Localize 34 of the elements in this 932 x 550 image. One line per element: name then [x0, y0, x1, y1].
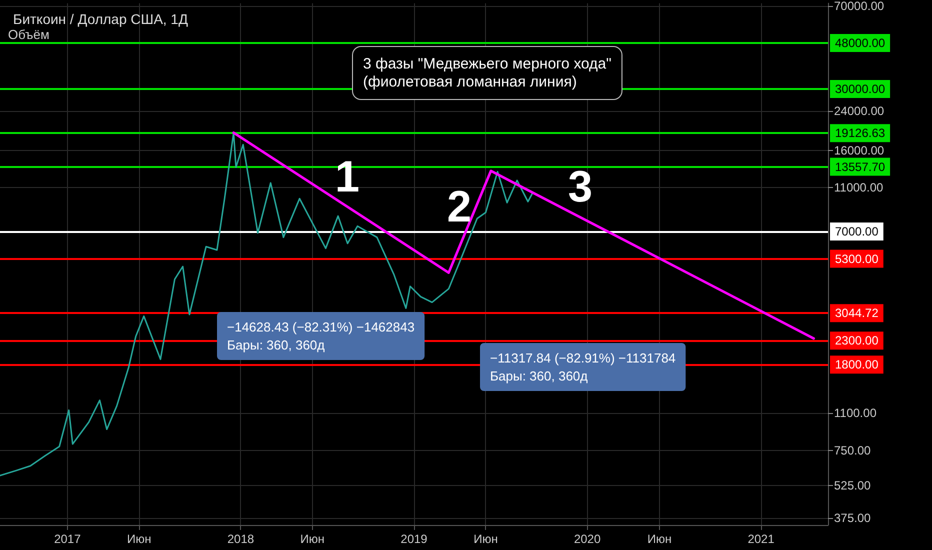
- x-tick-label: 2017: [54, 532, 82, 546]
- y-tick-label: 11000.00: [834, 180, 884, 194]
- ref-line-label: 1800.00: [835, 358, 879, 372]
- ref-line-label: 2300.00: [835, 334, 879, 348]
- x-tick-label: Июн: [474, 532, 498, 546]
- x-tick-label: 2020: [574, 532, 601, 546]
- y-tick-label: 525.00: [834, 478, 872, 492]
- text: Биткоин / Доллар США, 1Д: [13, 11, 188, 27]
- y-tick-label: 375.00: [834, 511, 872, 526]
- ref-line-label: 5300.00: [835, 252, 879, 266]
- text: Объём: [8, 27, 50, 42]
- x-tick-label: Июн: [126, 532, 152, 546]
- ref-line-label: 30000.00: [835, 82, 886, 96]
- x-tick-label: Июн: [300, 532, 325, 546]
- x-tick-label: Июн: [647, 532, 672, 546]
- ref-line-label: 3044.72: [835, 306, 879, 320]
- y-tick-label: 16000.00: [834, 144, 884, 158]
- annotation: −11317.84 (−82.91%) −1131784 Бары: 360, 360д: [490, 350, 676, 384]
- annotation: 3: [568, 162, 592, 212]
- y-tick-label: 750.00: [834, 443, 872, 458]
- y-tick-label: 24000.00: [834, 104, 884, 118]
- ref-line-label: 13557.70: [835, 160, 886, 174]
- annotation: 3 фазы "Медвежьего мерного хода" (фиолетовая ломанная линия): [363, 56, 612, 90]
- ref-line-label: 19126.63: [835, 126, 886, 140]
- annotation: −14628.43 (−82.31%) −1462843 Бары: 360, 360д: [227, 320, 415, 352]
- ref-line-label: 48000.00: [835, 36, 886, 50]
- ref-line-label: 7000.00: [835, 224, 879, 239]
- annotation: 1: [335, 152, 360, 202]
- x-tick-label: 2021: [748, 532, 775, 546]
- y-tick-label: 1100.00: [834, 406, 877, 420]
- x-tick-label: 2019: [400, 532, 428, 546]
- x-tick-label: 2018: [227, 532, 254, 546]
- annotation: 2: [447, 182, 472, 232]
- y-tick-label: 70000.00: [834, 0, 884, 13]
